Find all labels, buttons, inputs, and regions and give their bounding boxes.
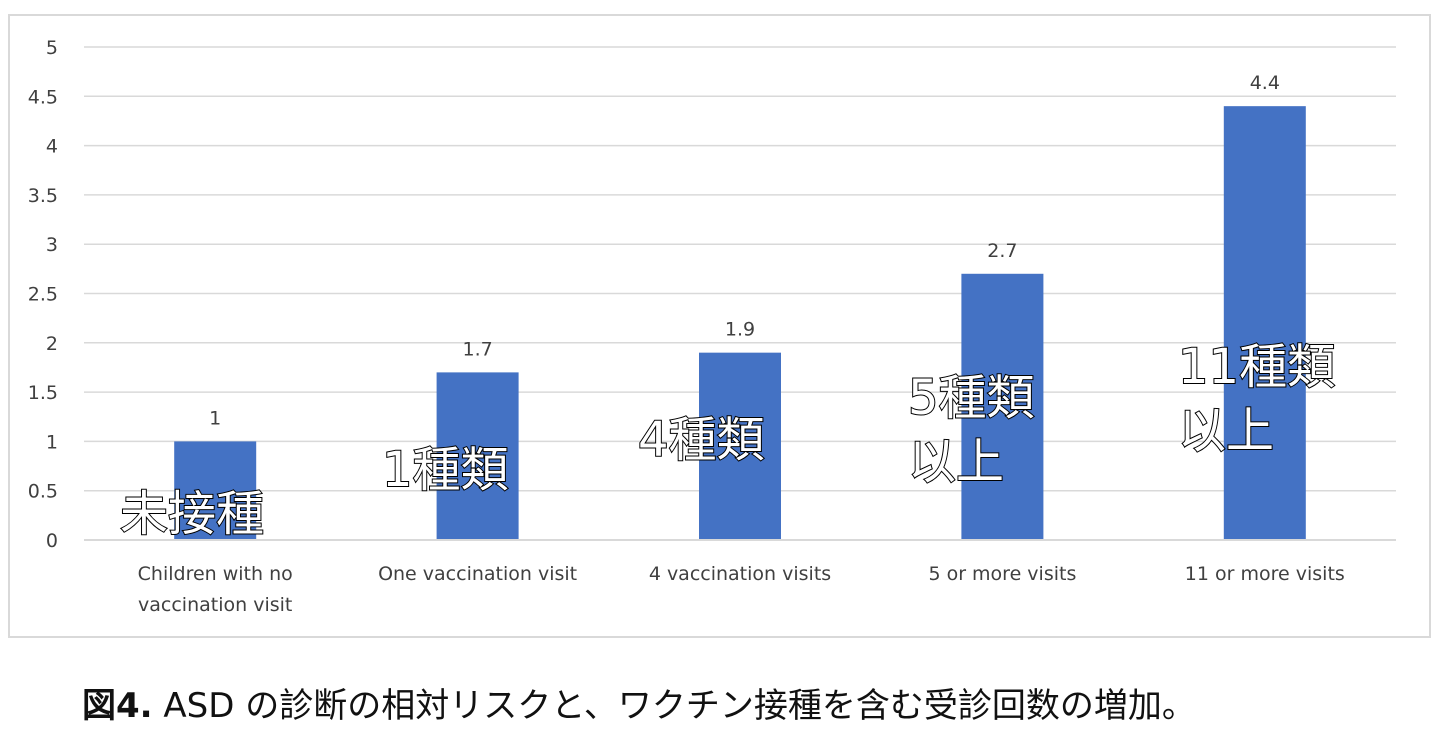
x-tick-label-line: 5 or more visits	[928, 563, 1076, 585]
y-tick-label: 2	[46, 333, 58, 355]
bar	[699, 352, 781, 540]
annotation-label: 11種類以上	[1178, 339, 1335, 459]
x-tick-label: 5 or more visits	[928, 563, 1076, 585]
y-tick-label: 4.5	[28, 86, 58, 108]
annotation-line: 以上	[1178, 403, 1274, 459]
x-tick-label-line: 4 vaccination visits	[649, 563, 831, 585]
annotation-line: 未接種	[120, 486, 264, 542]
bar	[961, 273, 1044, 540]
bar	[1223, 106, 1306, 540]
x-tick-label-line: One vaccination visit	[378, 563, 577, 585]
x-tick-label-line: vaccination visit	[138, 594, 292, 616]
x-tick-label-line: 11 or more visits	[1185, 563, 1345, 585]
annotation-line: 以上	[908, 434, 1004, 490]
annotation-line: 5種類	[908, 370, 1035, 426]
annotation-line: 4種類	[638, 412, 765, 468]
annotation-line: 11種類	[1178, 339, 1335, 395]
data-label: 1.7	[462, 338, 492, 360]
y-tick-label: 0.5	[28, 481, 58, 503]
caption-label: 図4.	[82, 686, 153, 726]
y-tick-label: 0	[46, 530, 58, 552]
y-tick-label: 3.5	[28, 185, 58, 207]
caption-text: ASD の診断の相対リスクと、ワクチン接種を含む受診回数の増加。	[152, 686, 1196, 726]
data-label: 1.9	[725, 319, 755, 341]
annotation-label: 未接種	[120, 486, 264, 542]
y-tick-label: 5	[46, 37, 58, 59]
y-tick-label: 1	[46, 431, 58, 453]
data-label: 1	[209, 407, 221, 429]
y-tick-label: 2.5	[28, 284, 58, 306]
x-tick-label: 11 or more visits	[1185, 563, 1345, 585]
x-tick-label: One vaccination visit	[378, 563, 577, 585]
data-label: 2.7	[987, 240, 1017, 262]
bar	[436, 372, 519, 540]
x-tick-label: 4 vaccination visits	[649, 563, 831, 585]
annotation-label: 1種類	[382, 442, 509, 498]
data-label: 4.4	[1250, 72, 1280, 94]
figure-caption: 図4. ASD の診断の相対リスクと、ワクチン接種を含む受診回数の増加。	[82, 678, 1196, 727]
x-tick-label: Children with no vaccination visit	[138, 563, 293, 616]
y-tick-label: 4	[46, 136, 58, 158]
bar	[174, 441, 257, 540]
y-tick-label: 3	[46, 234, 58, 256]
annotation-label: 4種類	[638, 412, 765, 468]
bar-chart: 0 0.5 1 1.5 2 2.5 3 3.5 4 4.5 5 1 1.7 1.9 2.7 4.4 Childr…	[28, 37, 1396, 616]
y-tick-label: 1.5	[28, 382, 58, 404]
x-tick-label-line: Children with no	[138, 563, 293, 585]
annotation-label: 5種類以上	[908, 370, 1035, 490]
annotation-line: 1種類	[382, 442, 509, 498]
